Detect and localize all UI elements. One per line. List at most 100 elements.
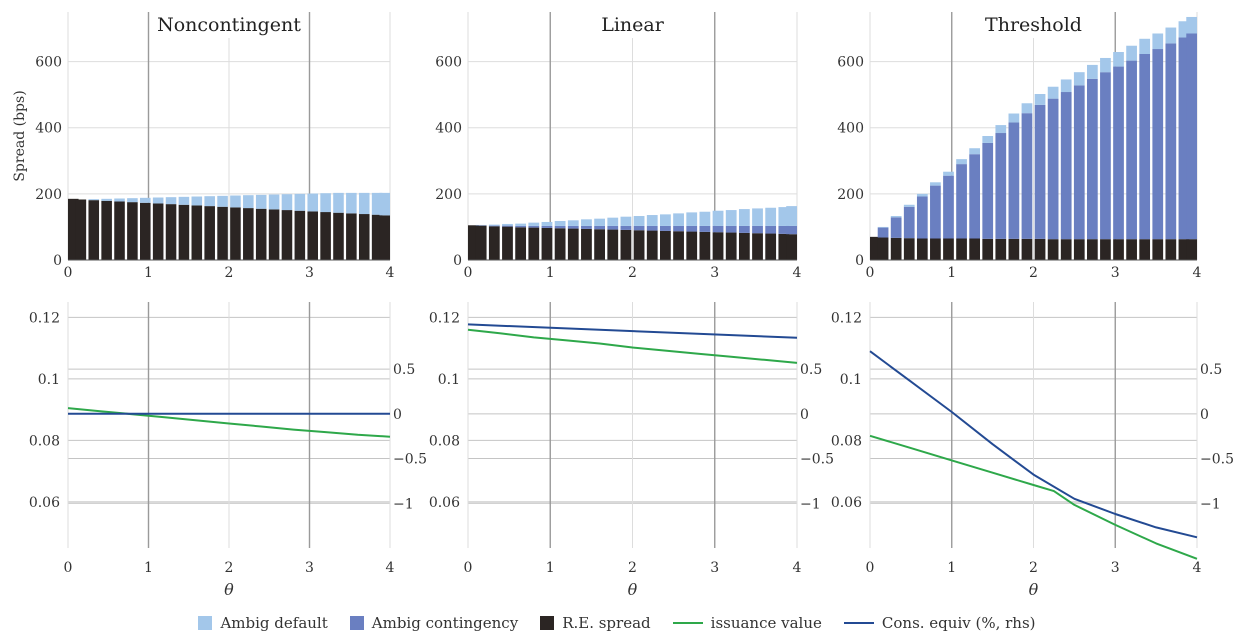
- bar: [581, 219, 592, 226]
- bar: [567, 220, 579, 226]
- y-tick-label: 200: [35, 187, 62, 203]
- bar: [1086, 239, 1098, 260]
- y2-tick-label: −1: [1200, 496, 1221, 512]
- bar: [752, 225, 763, 234]
- bar: [1165, 43, 1177, 240]
- x-tick-label: 1: [144, 560, 153, 576]
- bar: [217, 206, 228, 260]
- bar: [1021, 103, 1033, 114]
- bar: [371, 214, 383, 260]
- x-tick-label: 1: [144, 265, 153, 281]
- legend-label: issuance value: [710, 614, 822, 632]
- bar: [673, 231, 684, 260]
- bar: [191, 205, 203, 260]
- bar: [88, 200, 100, 260]
- x-tick-label: 2: [225, 265, 234, 281]
- y-tick-label: 0: [855, 253, 864, 269]
- bar: [1113, 66, 1124, 240]
- x-tick-label: 2: [1029, 560, 1038, 576]
- title-backing: [154, 12, 304, 38]
- bar: [1008, 113, 1020, 123]
- x-tick-label: 3: [1111, 560, 1120, 576]
- bar: [765, 207, 777, 226]
- legend-item: Cons. equiv (%, rhs): [843, 614, 1036, 632]
- bar: [916, 193, 928, 197]
- bar: [1073, 72, 1085, 86]
- bar: [320, 193, 331, 213]
- x-tick-label: 3: [710, 560, 719, 576]
- bar: [320, 212, 331, 260]
- bar: [358, 192, 370, 215]
- bar: [660, 225, 671, 231]
- bar: [1126, 239, 1137, 260]
- bar: [230, 195, 241, 208]
- series-line: [467, 323, 798, 339]
- y-tick-label: 0.06: [429, 495, 460, 511]
- bar: [890, 217, 902, 238]
- bar: [725, 210, 737, 226]
- bar: [1165, 239, 1177, 260]
- bar: [488, 225, 500, 227]
- bar: [778, 225, 790, 234]
- bar: [752, 208, 763, 226]
- bar: [307, 211, 319, 260]
- bar: [1021, 238, 1033, 260]
- bar: [1047, 239, 1059, 260]
- bar: [1100, 72, 1111, 240]
- bar: [646, 230, 658, 260]
- x-axis-label: θ: [1029, 580, 1039, 599]
- bar: [660, 230, 671, 260]
- bar: [765, 233, 777, 260]
- bar: [1073, 85, 1085, 240]
- bar: [346, 213, 357, 260]
- bar: [738, 225, 750, 233]
- bar: [165, 197, 177, 205]
- bar: [379, 215, 390, 260]
- panel-title: Noncontingent: [157, 14, 301, 36]
- panel-title: Linear: [601, 14, 665, 36]
- y2-tick-label: 0: [393, 407, 402, 423]
- line-panel-1: [67, 302, 391, 548]
- bar: [541, 227, 553, 260]
- bar: [1034, 94, 1046, 105]
- bar: [475, 225, 487, 260]
- legend-item: Ambig contingency: [349, 614, 518, 632]
- y-tick-label: 200: [837, 187, 864, 203]
- bar: [1152, 239, 1164, 260]
- bar: [75, 199, 87, 260]
- bar: [956, 238, 967, 260]
- bar: [786, 206, 797, 226]
- bar: [930, 182, 941, 186]
- bar: [101, 198, 112, 201]
- y2-tick-label: −0.5: [1200, 452, 1234, 468]
- bar: [877, 237, 889, 260]
- bar: [567, 228, 579, 260]
- bar: [502, 223, 513, 226]
- bar: [620, 225, 632, 230]
- bar: [127, 202, 138, 260]
- bar: [943, 238, 954, 260]
- bar: [786, 234, 797, 260]
- bar: [607, 217, 619, 226]
- bar: [969, 238, 981, 260]
- legend-line-marker: [843, 622, 874, 624]
- x-tick-label: 1: [947, 265, 956, 281]
- x-tick-label: 4: [386, 265, 395, 281]
- bar: [1113, 239, 1124, 260]
- x-tick-label: 2: [225, 560, 234, 576]
- legend-item: R.E. spread: [540, 614, 651, 632]
- bar: [528, 227, 540, 260]
- legend-item: Ambig default: [198, 614, 328, 632]
- y-tick-label: 600: [837, 55, 864, 71]
- bar: [1060, 79, 1072, 93]
- y-tick-label: 400: [837, 121, 864, 137]
- bar: [969, 154, 981, 239]
- bar: [502, 225, 513, 227]
- bar: [686, 225, 698, 232]
- bar: [916, 196, 928, 239]
- bar-panel-2: [467, 12, 798, 261]
- bar: [1178, 239, 1190, 260]
- y2-tick-label: 0.5: [1200, 362, 1222, 378]
- bar: [778, 233, 790, 260]
- bar: [178, 204, 190, 260]
